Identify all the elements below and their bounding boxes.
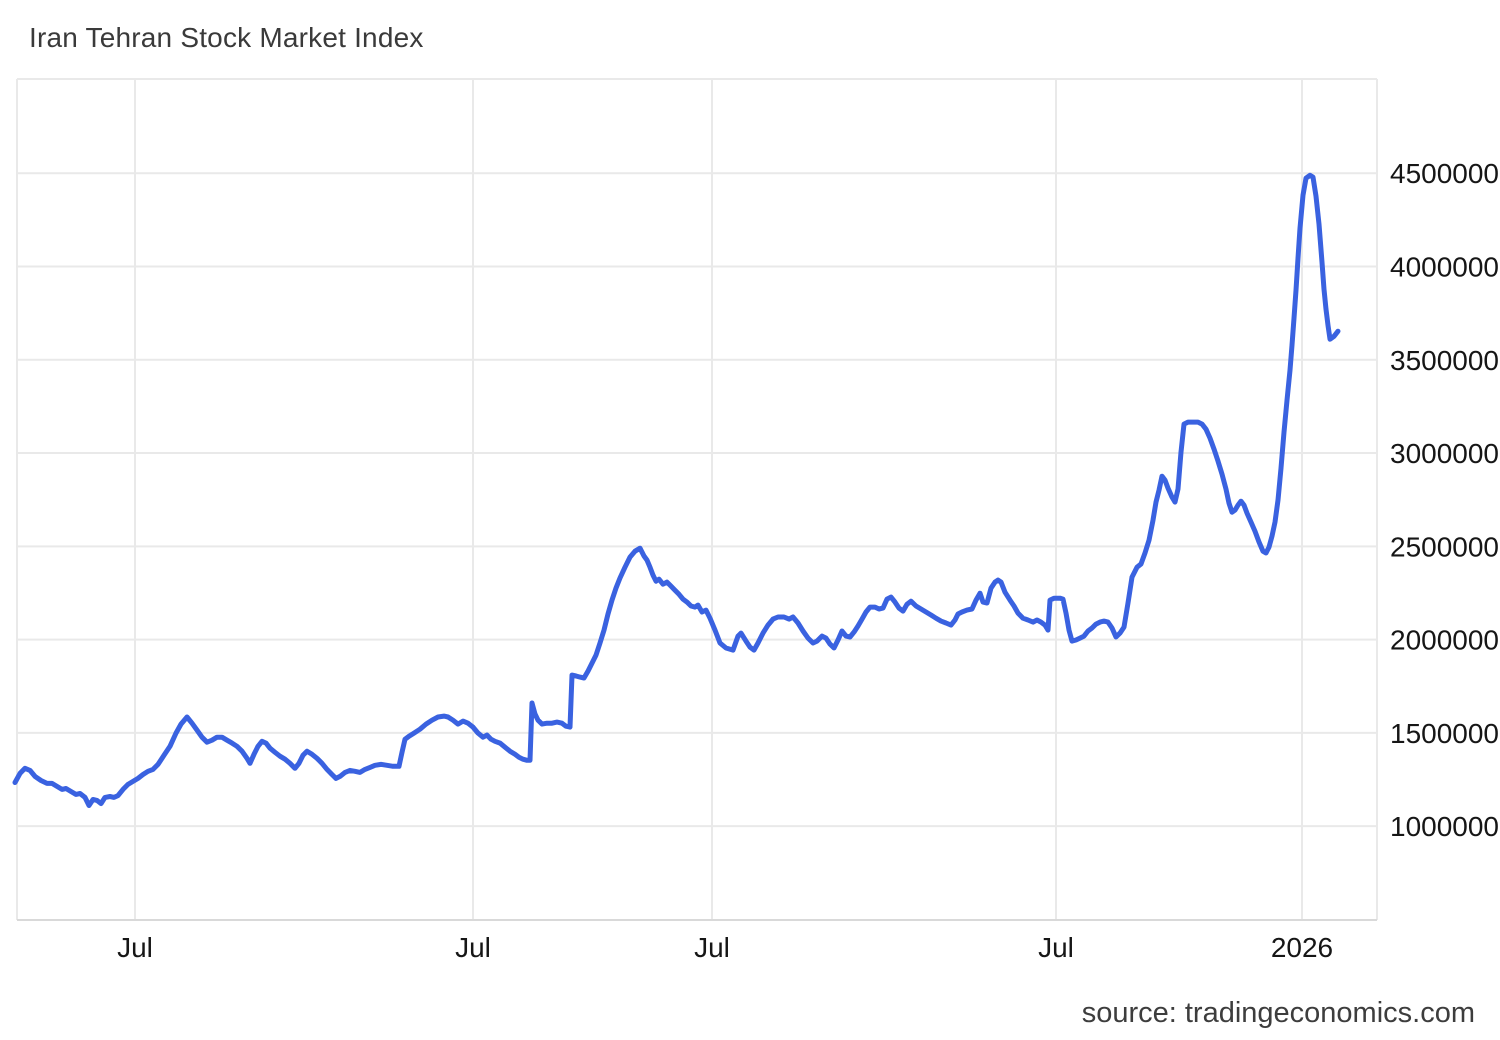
index-line[interactable] <box>12 172 1341 808</box>
x-axis-tick-label: Jul <box>694 932 730 963</box>
y-axis-tick-label: 2000000 <box>1390 625 1499 656</box>
x-axis-tick-label: Jul <box>455 932 491 963</box>
y-axis-tick-label: 1000000 <box>1390 811 1499 842</box>
x-axis-tick-label: 2026 <box>1271 932 1333 963</box>
source-attribution: source: tradingeconomics.com <box>1081 997 1475 1029</box>
x-axis-tick-label: Jul <box>1038 932 1074 963</box>
y-axis-tick-label: 3500000 <box>1390 345 1499 376</box>
y-axis-tick-label: 4000000 <box>1390 251 1499 282</box>
y-axis-tick-label: 4500000 <box>1390 158 1499 189</box>
x-axis-tick-label: Jul <box>117 932 153 963</box>
y-axis-tick-label: 3000000 <box>1390 438 1499 469</box>
y-axis-tick-label: 2500000 <box>1390 531 1499 562</box>
chart-title: Iran Tehran Stock Market Index <box>29 22 424 53</box>
y-axis-tick-label: 1500000 <box>1390 718 1499 749</box>
